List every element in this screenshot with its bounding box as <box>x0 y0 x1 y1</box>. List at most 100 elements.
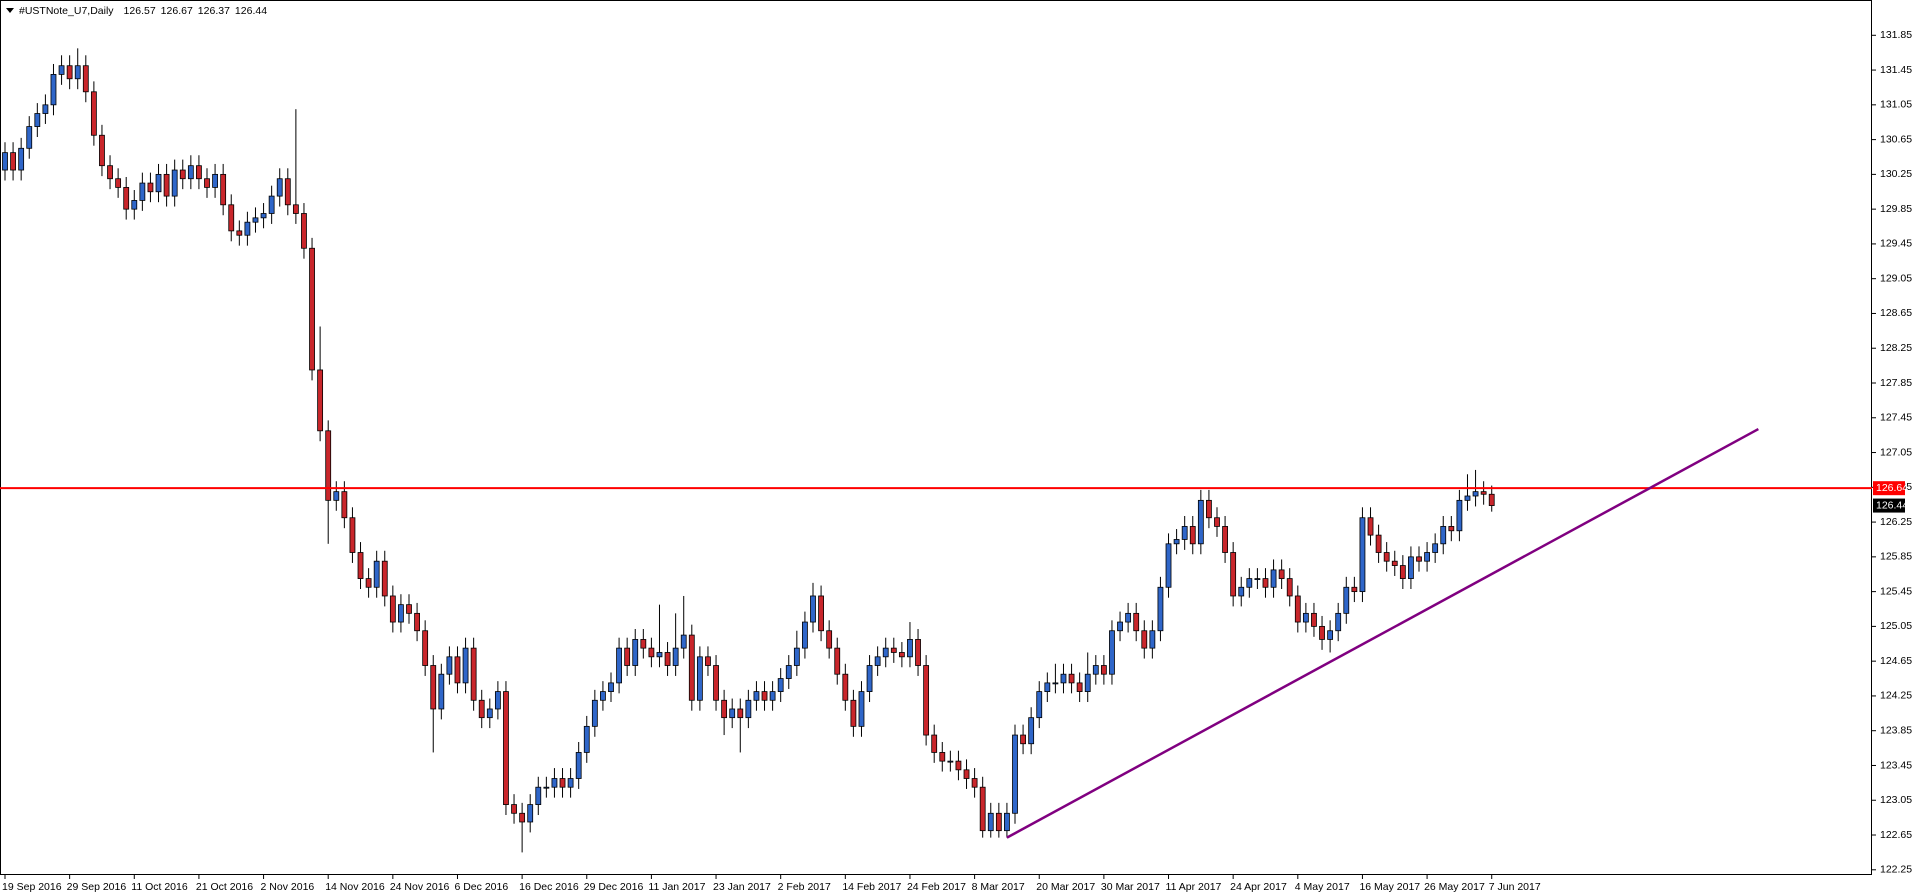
candle-body <box>325 430 332 501</box>
candle-body <box>1189 526 1196 545</box>
candle-body <box>672 647 679 666</box>
candle-body <box>729 708 736 719</box>
candle-body <box>947 760 954 763</box>
candle-body <box>656 652 663 658</box>
y-tick-label: 127.45 <box>1880 412 1912 424</box>
candle-body <box>276 178 283 197</box>
x-tick-label: 24 Apr 2017 <box>1230 881 1287 893</box>
candle-body <box>591 699 598 727</box>
candle-body <box>1408 556 1414 579</box>
y-tick-label: 122.65 <box>1880 829 1912 841</box>
candle-body <box>446 656 453 675</box>
candle-body <box>1399 565 1406 579</box>
x-tick-label: 8 Mar 2017 <box>972 881 1025 893</box>
candle-body <box>131 200 138 210</box>
candle-body <box>478 699 485 719</box>
candle-body <box>874 656 881 666</box>
candle-body <box>1286 578 1293 597</box>
candle-body <box>826 630 833 649</box>
candle-body <box>301 213 307 249</box>
candle-body <box>680 634 687 649</box>
y-tick-label: 122.25 <box>1880 864 1912 876</box>
candle-body <box>915 639 921 666</box>
candle-body <box>66 65 73 80</box>
menu-triangle[interactable] <box>6 8 14 13</box>
candle-body <box>381 560 388 597</box>
candle-body <box>1117 621 1123 632</box>
candle-body <box>1028 717 1035 745</box>
candle-body <box>26 126 33 149</box>
candle-body <box>1012 734 1018 814</box>
candle-body <box>236 230 243 236</box>
candle-body <box>1456 499 1463 532</box>
x-tick-label: 16 May 2017 <box>1359 881 1420 893</box>
candle-body <box>696 656 703 701</box>
candle-body <box>42 104 49 114</box>
x-tick-label: 29 Dec 2016 <box>584 881 644 893</box>
candle-body <box>890 647 897 653</box>
candle-body <box>333 491 340 501</box>
candle-body <box>834 647 841 675</box>
candle-body <box>567 778 574 788</box>
x-tick-label: 11 Jan 2017 <box>648 881 705 893</box>
candle-body <box>147 182 154 193</box>
candle-body <box>228 204 235 232</box>
candle-body <box>1488 493 1495 506</box>
candle-body <box>1206 499 1212 519</box>
candle-body <box>292 204 299 214</box>
candle-body <box>745 699 752 719</box>
candle-body <box>2 152 8 171</box>
y-tick-label: 125.05 <box>1880 620 1912 632</box>
candle-body <box>1173 539 1180 545</box>
candle-body <box>866 665 873 692</box>
candle-body <box>187 165 194 180</box>
candle-body <box>139 182 146 201</box>
candle-body <box>1068 673 1075 684</box>
candle-body <box>220 173 227 206</box>
candle-body <box>632 639 639 666</box>
candle-body <box>583 725 590 753</box>
x-tick-label: 26 May 2017 <box>1424 881 1485 893</box>
candle-body <box>721 699 728 719</box>
candle-body <box>664 652 671 666</box>
y-tick-label: 128.25 <box>1880 342 1912 354</box>
y-tick-label: 127.05 <box>1880 446 1912 458</box>
candle-body <box>753 691 760 701</box>
y-tick-label: 124.25 <box>1880 690 1912 702</box>
candle-body <box>357 552 364 579</box>
candle-body <box>1343 586 1350 614</box>
candle-body <box>260 213 267 219</box>
candle-body <box>1165 543 1172 588</box>
candle-body <box>171 169 178 197</box>
candle-body <box>1448 526 1455 532</box>
candle-body <box>1359 517 1366 593</box>
ohlc-value: 126.67 <box>161 5 193 17</box>
candle-body <box>1084 673 1091 692</box>
x-tick-label: 16 Dec 2016 <box>519 881 579 893</box>
candle-body <box>373 560 380 588</box>
candle-body <box>163 173 170 197</box>
candle-body <box>1141 630 1148 649</box>
candle-body <box>527 804 534 823</box>
x-tick-label: 24 Feb 2017 <box>907 881 966 893</box>
y-tick-label: 130.25 <box>1880 168 1912 180</box>
candle-body <box>1472 491 1479 497</box>
x-tick-label: 24 Nov 2016 <box>390 881 450 893</box>
candle-body <box>971 778 978 788</box>
x-tick-label: 14 Feb 2017 <box>842 881 901 893</box>
candle-body <box>389 595 396 623</box>
candle-body <box>543 786 550 789</box>
x-tick-label: 2 Feb 2017 <box>778 881 831 893</box>
y-tick-label: 123.05 <box>1880 794 1912 806</box>
x-tick-label: 11 Oct 2016 <box>131 881 188 893</box>
candle-body <box>204 178 210 188</box>
ohlc-value: 126.57 <box>124 5 156 17</box>
candle-body <box>1109 630 1115 675</box>
candle-body <box>963 769 970 779</box>
candle-body <box>212 173 218 188</box>
candle-body <box>575 752 582 779</box>
candle-body <box>939 752 946 762</box>
y-tick-label: 127.85 <box>1880 377 1912 389</box>
level-label: 126.64 <box>1876 482 1908 494</box>
candle-body <box>438 673 445 710</box>
